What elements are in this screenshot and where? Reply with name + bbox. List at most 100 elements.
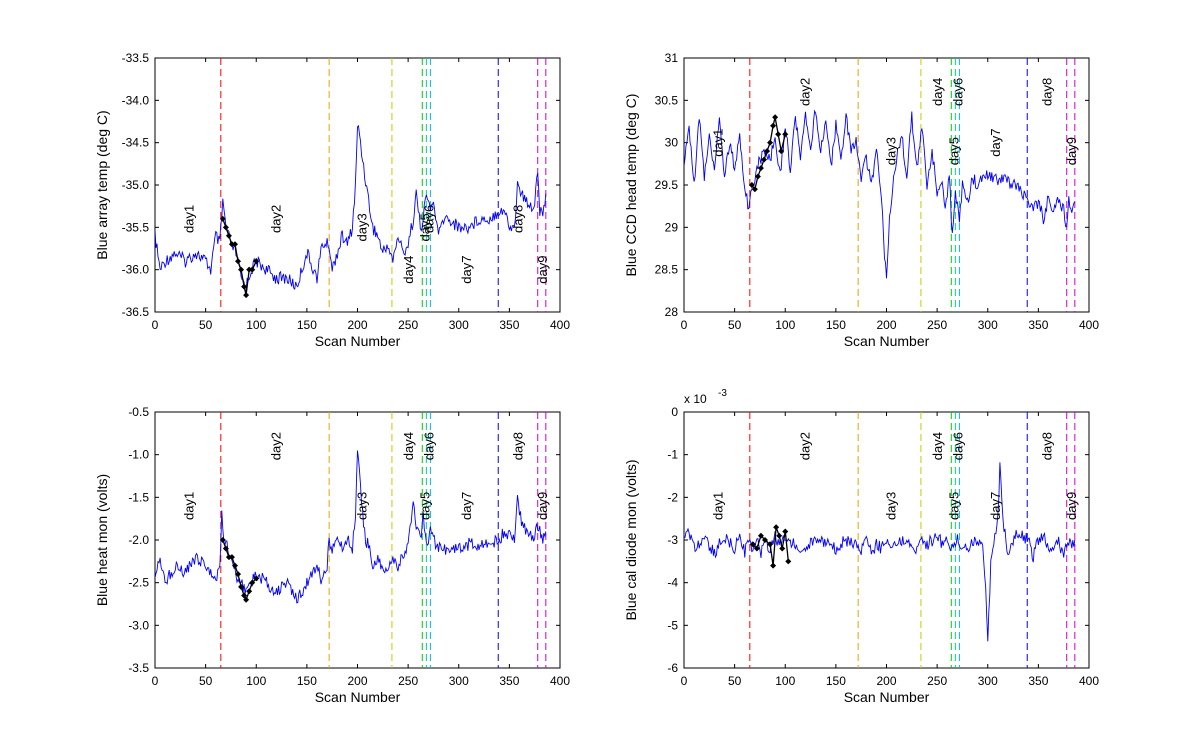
x-tick-label: 350 (499, 318, 519, 332)
y-tick-label: -5 (667, 618, 678, 632)
highlight-point (243, 596, 250, 603)
highlight-point (749, 541, 756, 548)
y-tick-label: -6 (667, 661, 678, 675)
day-label-6: day6 (950, 78, 965, 106)
day-label-2: day2 (268, 432, 283, 460)
highlight-point (243, 292, 250, 299)
highlight-point (767, 139, 774, 146)
day-label-9: day9 (535, 492, 550, 520)
day-label-3: day3 (884, 492, 899, 520)
day-label-7: day7 (459, 492, 474, 520)
y-tick-label: -35.5 (122, 220, 150, 234)
x-axis-label: Scan Number (315, 333, 401, 349)
highlight-point (770, 562, 777, 569)
chart-panel-3: 0 50 100 150 200 250 300 350 400 -3.5 -3.0 -2.5 -2.0… (94, 405, 570, 705)
day-label-4: day4 (401, 256, 416, 284)
x-tick-label: 150 (297, 318, 317, 332)
highlight-point (222, 224, 229, 231)
x-tick-label: 50 (199, 674, 213, 688)
day-label-9: day9 (1064, 137, 1079, 165)
y-axis-label: Blue CCD head temp (deg C) (623, 94, 639, 277)
day-label-4: day4 (401, 432, 416, 460)
x-axis-label: Scan Number (315, 689, 401, 705)
highlight-point (754, 173, 761, 180)
x-tick-label: 250 (927, 318, 947, 332)
day-label-2: day2 (268, 205, 283, 233)
day-label-8: day8 (1039, 432, 1054, 460)
x-tick-label: 300 (449, 674, 469, 688)
highlight-point (231, 241, 238, 248)
y-tick-label: -2.5 (128, 576, 149, 590)
highlight-point (228, 554, 235, 561)
day-label-5: day5 (417, 213, 432, 241)
highlight-point (238, 266, 245, 273)
y-tick-label: -3.0 (128, 618, 149, 632)
x-tick-label: 200 (347, 674, 367, 688)
day-label-9: day9 (535, 256, 550, 284)
highlight-point (773, 524, 780, 531)
highlight-point (757, 165, 764, 172)
x-axis-label: Scan Number (844, 689, 930, 705)
highlight-point (225, 554, 232, 561)
series-line-1 (155, 124, 547, 292)
day-label-6: day6 (421, 432, 436, 460)
plot-content (155, 412, 547, 668)
y-tick-label: -35.0 (122, 178, 150, 192)
y-tick-label: -3 (667, 533, 678, 547)
x-tick-label: 350 (499, 674, 519, 688)
series-line-1 (684, 462, 1076, 642)
day-label-2: day2 (797, 432, 812, 460)
highlight-point (219, 537, 226, 543)
highlight-point (246, 588, 253, 595)
highlight-point (762, 537, 768, 543)
highlight-point (767, 541, 774, 548)
day-label-3: day3 (355, 213, 370, 241)
y-tick-label: -0.5 (128, 405, 149, 419)
day-label-8: day8 (510, 432, 525, 460)
day-label-6: day6 (421, 205, 436, 233)
day-label-8: day8 (1039, 78, 1054, 106)
day-label-4: day4 (930, 78, 945, 106)
plot-area (154, 57, 561, 313)
highlight-point (249, 266, 256, 273)
x-tick-label: 400 (550, 674, 570, 688)
day-label-9: day9 (1064, 492, 1079, 520)
chart-panel-4: 0 50 100 150 200 250 300 350 400 -6 -5 -4 -3 -2 -1 0 x 1… (623, 388, 1099, 705)
highlight-point (764, 148, 771, 155)
highlight-point (235, 258, 242, 265)
x-tick-label: 400 (1079, 674, 1099, 688)
highlight-point (241, 592, 248, 599)
x-tick-label: 100 (246, 674, 266, 688)
highlight-point (228, 241, 235, 248)
y-tick-label: -2 (667, 490, 678, 504)
y-tick-label: 0 (671, 405, 678, 419)
highlight-point (241, 283, 248, 290)
x-tick-label: 300 (978, 674, 998, 688)
day-label-8: day8 (510, 205, 525, 233)
exponent-superscript: -3 (718, 388, 727, 399)
highlight-point (219, 215, 226, 222)
x-tick-label: 150 (826, 318, 846, 332)
y-tick-label: 29.5 (655, 178, 679, 192)
x-tick-label: 100 (775, 674, 795, 688)
highlight-point (772, 114, 779, 121)
y-tick-label: -2.0 (128, 533, 149, 547)
plot-content (684, 58, 1076, 312)
day-label-1: day1 (710, 129, 725, 157)
day-label-6: day6 (950, 432, 965, 460)
y-tick-label: -1.5 (128, 490, 149, 504)
highlight-point (249, 579, 256, 586)
x-tick-label: 250 (927, 674, 947, 688)
day-label-7: day7 (988, 129, 1003, 157)
x-tick-label: 150 (297, 674, 317, 688)
highlight-point (760, 156, 767, 163)
chart-panel-2: 0 50 100 150 200 250 300 350 400 28 28.5 29 29.5 30 30… (623, 51, 1099, 349)
y-axis-label: Blue cal diode mon (volts) (623, 459, 639, 620)
x-tick-label: 200 (347, 318, 367, 332)
plot-content (684, 412, 1076, 668)
highlight-point (778, 148, 785, 155)
y-tick-label: -36.5 (122, 305, 150, 319)
highlight-point (757, 532, 764, 539)
y-tick-label: 30 (665, 136, 679, 150)
